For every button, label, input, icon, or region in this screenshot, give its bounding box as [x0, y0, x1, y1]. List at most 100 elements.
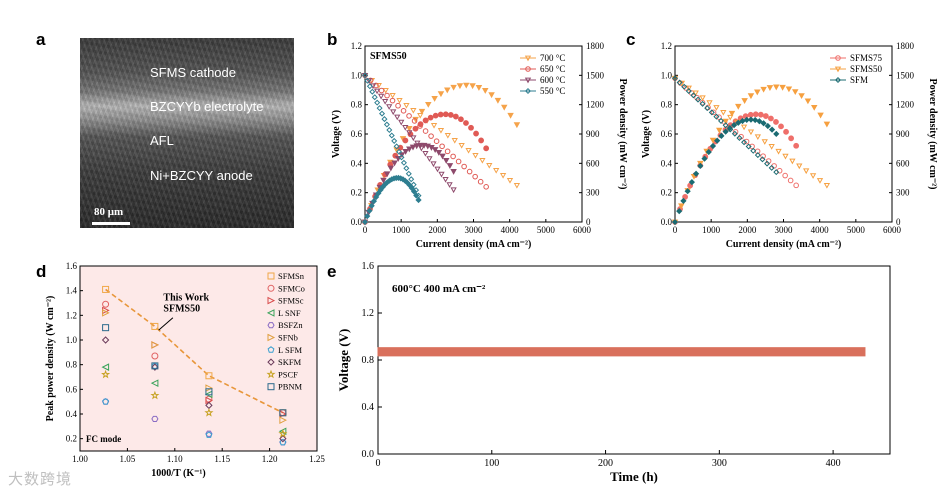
voltage-point [364, 77, 371, 84]
chart-c-iv-curves: 0 1000 2000 3000 4000 5000 60000.00.20.40.60.8… [641, 41, 938, 250]
legend-label: L SFM [278, 345, 302, 355]
voltage-point [761, 139, 768, 145]
legend-label: SFM [850, 75, 868, 85]
x-tick-label: 1.15 [214, 454, 230, 464]
voltage-point [513, 182, 521, 189]
y-tick-label: 0.8 [66, 360, 78, 370]
voltage-point [720, 109, 727, 116]
power-point [747, 111, 754, 118]
data-point [278, 428, 288, 438]
voltage-point [373, 88, 381, 95]
power-point [431, 147, 439, 153]
voltage-point [754, 134, 762, 140]
x-tick-label: 0 [376, 458, 381, 469]
voltage-point [736, 134, 743, 142]
power-point [726, 124, 733, 132]
voltage-point [434, 166, 441, 173]
data-point [151, 363, 159, 371]
legend-marker [266, 309, 275, 317]
voltage-point [773, 169, 780, 176]
voltage-point [479, 157, 486, 164]
y2-tick-label: 1500 [896, 70, 915, 80]
legend-marker [834, 76, 842, 84]
voltage-point [695, 96, 702, 103]
x-tick-label: 400 [826, 458, 841, 469]
x-tick-label: 0 [363, 225, 368, 235]
x-tick-label: 0 [673, 225, 678, 235]
y-tick-label: 1.0 [66, 335, 78, 345]
legend-label: SKFM [278, 357, 302, 367]
legend-marker [267, 322, 275, 329]
power-point [370, 198, 378, 205]
power-point [684, 188, 691, 195]
power-point [478, 137, 485, 144]
data-point [279, 434, 287, 443]
y-axis-label: Peak power density (W cm⁻²) [45, 296, 56, 422]
voltage-point [466, 168, 473, 175]
voltage-point [450, 187, 457, 194]
legend-marker [267, 333, 276, 342]
x-tick-label: 300 [712, 458, 727, 469]
voltage-point [444, 132, 452, 139]
x-tick-label: 3000 [465, 225, 484, 235]
voltage-point [442, 176, 449, 183]
power-point [756, 118, 763, 125]
voltage-point [389, 97, 396, 104]
voltage-point [708, 109, 715, 116]
power-point [447, 112, 454, 118]
voltage-point [823, 182, 831, 189]
voltage-point [692, 90, 699, 97]
voltage-point [417, 112, 424, 119]
voltage-point [389, 92, 396, 99]
x-tick-label: 1.25 [309, 454, 325, 464]
legend-label: SFMSn [278, 271, 305, 281]
voltage-point [787, 177, 794, 184]
power-point [754, 89, 761, 96]
data-point [151, 322, 159, 330]
panel-e-letter: e [327, 262, 337, 281]
power-point [488, 92, 495, 99]
power-point [680, 197, 687, 204]
legend-marker [267, 346, 275, 353]
voltage-point [796, 163, 803, 170]
voltage-point [446, 182, 453, 188]
voltage-point [373, 82, 379, 89]
y-tick-label: 1.6 [66, 261, 78, 271]
power-point [402, 137, 409, 144]
power-point [810, 104, 818, 111]
voltage-point [486, 162, 493, 169]
power-point [494, 97, 502, 104]
voltage-point [809, 173, 817, 179]
voltage-point [493, 167, 500, 174]
voltage-point [406, 130, 413, 136]
voltage-point [369, 88, 376, 95]
legend-marker [524, 87, 532, 95]
voltage-point [430, 122, 438, 129]
power-point [697, 162, 704, 169]
power-point [752, 116, 759, 124]
y2-tick-label: 900 [896, 129, 910, 139]
voltage-point [458, 142, 465, 149]
voltage-point [690, 92, 697, 99]
data-point [101, 363, 110, 371]
voltage-point [408, 176, 415, 183]
voltage-point [749, 143, 755, 150]
power-point [375, 190, 382, 197]
legend-label: 550 °C [540, 86, 565, 96]
power-point [418, 108, 426, 115]
power-point [402, 149, 409, 155]
y-tick-label: 0.8 [362, 355, 375, 366]
power-point [735, 119, 742, 126]
power-point [722, 128, 729, 135]
voltage-point [422, 150, 429, 157]
voltage-point [400, 108, 407, 114]
x-tick-label: 200 [598, 458, 613, 469]
y-tick-label: 0.4 [66, 409, 78, 419]
legend-label: SFMS75 [850, 53, 883, 63]
data-point [102, 309, 110, 317]
power-point [764, 122, 771, 130]
power-point [439, 153, 446, 160]
power-point [361, 218, 369, 226]
voltage-point [451, 137, 458, 144]
power-point [406, 126, 413, 132]
